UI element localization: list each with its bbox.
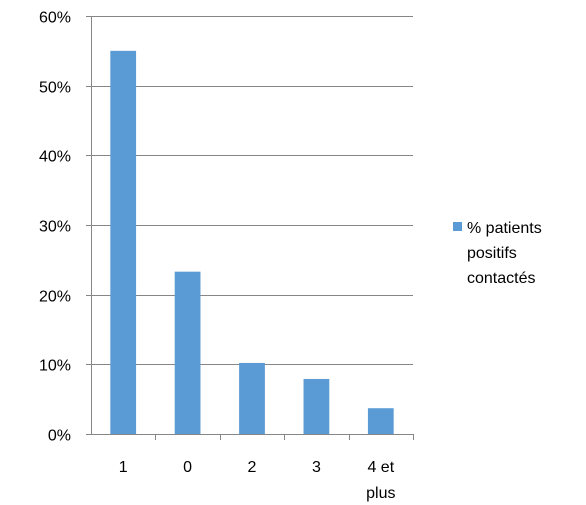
y-tick-label: 40% [39,149,71,166]
legend: % patients positifs contactés [453,220,542,287]
y-tick-label: 50% [39,80,71,97]
bar-0 [110,50,137,434]
axes: 0% 10% 20% 30% 40% 50% 60% 1 0 2 3 4 et plus [39,10,414,502]
x-tick-label: 0 [183,459,192,476]
gridlines [91,16,413,365]
bars [110,50,394,434]
bar-4 [367,408,394,434]
bar-3 [303,378,330,434]
bar-1 [174,271,201,434]
bar-2 [239,362,265,434]
x-tick-label: 1 [119,459,128,476]
x-tick-label: 4 et plus [366,459,395,502]
y-tick-label: 30% [39,219,71,236]
y-tick-label: 10% [39,358,71,375]
y-tick-label: 20% [39,289,71,306]
legend-swatch [453,222,462,231]
y-tick-label: 0% [48,428,71,445]
x-tick-label: 3 [312,459,321,476]
x-tick-label: 2 [248,459,257,476]
legend-label: % patients positifs contactés [467,220,542,287]
y-tick-label: 60% [39,10,71,27]
